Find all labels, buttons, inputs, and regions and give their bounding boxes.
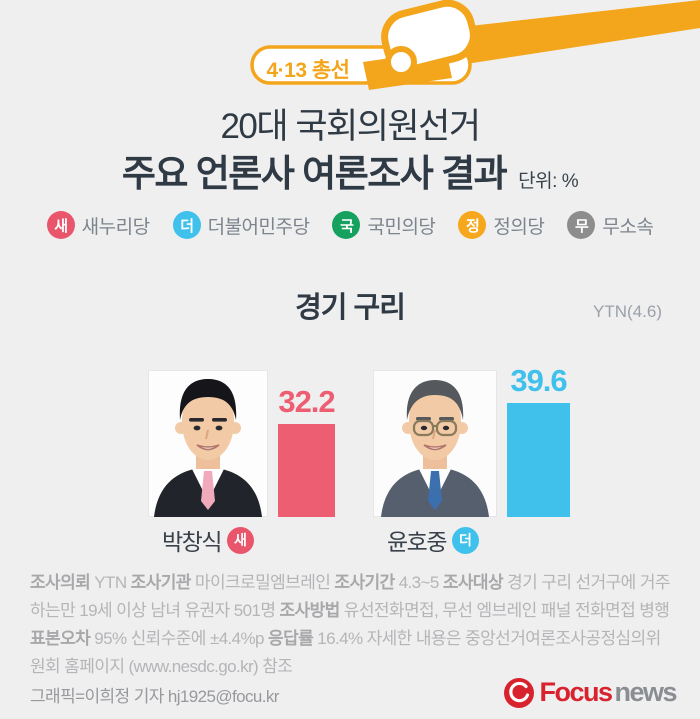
legend-label: 정의당 — [493, 216, 545, 238]
legend-item-minjoo: 더 더불어민주당 — [172, 211, 310, 239]
candidate-name-1: 박창식 — [162, 529, 222, 555]
legend-item-justice: 정 정의당 — [458, 211, 545, 239]
candidate-photo-2 — [373, 370, 497, 517]
legend-item-kukmin: 국 국민의당 — [332, 211, 436, 239]
page-title-line1: 20대 국회의원선거 — [220, 107, 481, 146]
poll-source-label: YTN(4.6) — [593, 302, 662, 321]
party-badge-independent: 무 — [567, 211, 596, 239]
logo-news-text: news — [614, 677, 677, 707]
legend-item-saenuri: 새 새누리당 — [46, 211, 150, 239]
focus-logo-icon — [504, 677, 535, 708]
poll-bar-2: 39.6 — [507, 363, 570, 517]
candidate-party-badge-2: 더 — [451, 526, 479, 554]
survey-methodology-note: 조사의뢰 YTN 조사기관 마이크로밀엠브레인 조사기간 4.3~5 조사대상 … — [30, 573, 671, 676]
party-badge-kukmin: 국 — [332, 211, 361, 239]
party-badge-justice: 정 — [458, 211, 487, 239]
legend-item-independent: 무 무소속 — [567, 211, 654, 239]
logo-focus-text: Focus — [539, 677, 613, 707]
unit-label: 단위: % — [518, 171, 579, 192]
graphic-credit: 그래픽=이희정 기자 hj1925@focu.kr — [30, 687, 279, 706]
legend-label: 무소속 — [602, 216, 654, 238]
focus-news-logo: Focus news — [504, 677, 677, 708]
candidate-avatar-1 — [148, 370, 268, 517]
party-badge-minjoo: 더 — [172, 211, 201, 239]
election-date-badge: 4·13 총선 — [266, 59, 350, 82]
poll-bar-1: 32.2 — [278, 384, 336, 517]
party-legend: 새 새누리당 더 더불어민주당 국 국민의당 정 정의당 무 무소속 — [0, 211, 700, 239]
poll-value-2: 39.6 — [510, 363, 567, 398]
legend-label: 새누리당 — [81, 216, 150, 238]
legend-label: 더불어민주당 — [207, 216, 310, 238]
arm-wedge-shape — [452, 0, 700, 64]
hand-icon — [381, 0, 477, 78]
candidate-photo-1 — [148, 370, 268, 517]
page-title-line2: 주요 언론사 여론조사 결과 — [121, 153, 508, 194]
poll-value-1: 32.2 — [278, 384, 335, 420]
candidate-name-row-2: 윤호중 더 — [358, 523, 508, 557]
candidate-name-row-1: 박창식 새 — [133, 523, 283, 557]
candidate-avatar-2 — [373, 370, 497, 517]
candidate-party-badge-1: 새 — [226, 526, 254, 554]
region-title: 경기 구리 — [295, 292, 406, 324]
candidate-name-2: 윤호중 — [387, 529, 447, 555]
party-badge-saenuri: 새 — [46, 211, 75, 239]
legend-label: 국민의당 — [367, 216, 436, 238]
ballot-hand-illustration — [250, 0, 700, 90]
page-title-line2-row: 주요 언론사 여론조사 결과 단위: % — [0, 143, 700, 197]
